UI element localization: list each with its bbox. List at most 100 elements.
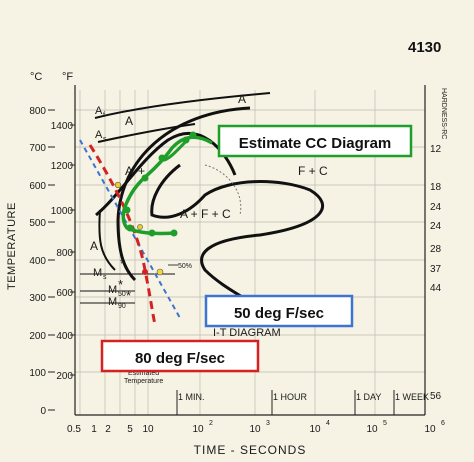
asterisk-marker: *	[118, 277, 123, 292]
fahrenheit-tick-labels: 1400 1200 1000 800 600 400 200	[51, 121, 74, 382]
f-tick: 1400	[51, 121, 74, 132]
as-label: A	[95, 129, 103, 141]
x-tick: 10	[366, 424, 378, 435]
time-tick-exponents: 2 3 4 5 6	[209, 420, 445, 427]
green-point	[182, 136, 190, 144]
c-tick: 600	[29, 181, 46, 192]
hardness-tick: 18	[430, 182, 442, 193]
x-tick: 10	[309, 424, 321, 435]
m50-sub: 50	[118, 291, 126, 298]
plus-label: +	[138, 164, 145, 178]
transformation-finish-curve	[150, 163, 324, 307]
f-tick: 800	[56, 248, 73, 259]
x-tick: 1	[91, 424, 97, 435]
asterisk-marker: *	[120, 256, 125, 271]
x-tick-exponent: 5	[383, 420, 387, 427]
hardness-axis-label: HARDNESS-RC	[440, 88, 447, 139]
c-tick: 300	[29, 293, 46, 304]
yellow-point	[137, 224, 143, 230]
time-marker-lines	[176, 390, 395, 415]
hardness-tick: 56	[430, 391, 442, 402]
green-point	[141, 174, 149, 182]
rate-80-callout-text: 80 deg F/sec	[135, 350, 225, 367]
austenite-top-label: A	[238, 92, 246, 106]
f-tick: 400	[56, 331, 73, 342]
f-tick: 200	[56, 371, 73, 382]
austenite-left-label: A	[90, 239, 98, 253]
time-marker-min: 1 MIN.	[178, 392, 205, 402]
cc-diagram-callout-box	[217, 124, 413, 158]
rate-50-callout-box	[204, 294, 354, 328]
green-point	[123, 206, 131, 214]
red-point	[142, 269, 148, 275]
yellow-point	[114, 181, 122, 189]
ae-line	[94, 92, 271, 119]
it-diagram-label: I-T DIAGRAM	[213, 327, 281, 339]
austenite-inner-label: A	[125, 114, 133, 128]
green-point	[148, 229, 156, 237]
hardness-tick: 24	[430, 221, 442, 232]
c-tick: 700	[29, 143, 46, 154]
hardness-tick: 44	[430, 283, 442, 294]
hardness-tick: 37	[430, 264, 442, 275]
m90-sub: 90	[118, 303, 126, 310]
x-tick: 10	[424, 424, 436, 435]
x-tick: 2	[105, 424, 111, 435]
green-cc-points	[123, 131, 197, 237]
estimated-temp-label-1: Estimated	[128, 370, 159, 377]
c-tick: 500	[29, 218, 46, 229]
austenite-ferrite-carbide-label: A + F + C	[180, 207, 231, 221]
fifty-percent-label: 50%	[178, 263, 192, 270]
green-point	[170, 229, 178, 237]
cc-diagram-callout-text: Estimate CC Diagram	[239, 135, 392, 152]
m90-label: M	[108, 296, 117, 308]
estimated-temp-label-2: Temperature	[124, 378, 163, 385]
c-tick: 400	[29, 256, 46, 267]
c-tick: 0	[40, 406, 46, 417]
hardness-tick: 12	[430, 144, 442, 155]
pearlite-dotted-curve	[204, 164, 242, 216]
c-tick: 800	[29, 106, 46, 117]
af-sub: f	[103, 112, 105, 119]
austenite-boundary	[98, 209, 116, 271]
rate-50-callout-text: 50 deg F/sec	[234, 305, 324, 322]
ms-sub: s	[103, 274, 107, 281]
austenite-mid-label: A	[125, 164, 133, 178]
time-marker-day: 1 DAY	[356, 392, 381, 402]
fahrenheit-unit-label: °F	[62, 71, 73, 83]
x-tick-exponent: 6	[441, 420, 445, 427]
time-tick-labels: 0.5 1 2 5 10 10 10 10 10 10	[67, 424, 436, 435]
time-marker-hour: 1 HOUR	[273, 392, 308, 402]
as-sub: s	[103, 136, 107, 143]
transformation-start-curve	[116, 106, 251, 282]
af-label: A	[95, 105, 103, 117]
x-axis-label: TIME - SECONDS	[194, 443, 307, 457]
celsius-tick-labels: 800 700 600 500 400 300 200 100 0	[29, 106, 46, 417]
yellow-point	[156, 268, 164, 276]
x-tick: 0.5	[67, 424, 81, 435]
x-tick: 10	[142, 424, 154, 435]
x-tick-exponent: 2	[209, 420, 213, 427]
steel-grade-title: 4130	[408, 39, 441, 56]
ms-label: M	[93, 267, 102, 279]
ferrite-start-curve	[95, 132, 237, 217]
x-tick: 5	[127, 424, 133, 435]
asterisk-marker: *	[126, 288, 131, 303]
cooling-line-80	[88, 144, 157, 326]
f-tick: 1200	[51, 161, 74, 172]
f-tick: 1000	[51, 206, 74, 217]
green-point	[126, 224, 134, 232]
c-tick: 100	[29, 368, 46, 379]
time-marker-week: 1 WEEK	[395, 392, 429, 402]
x-tick: 10	[249, 424, 261, 435]
x-tick-exponent: 4	[326, 420, 330, 427]
time-marker-labels: 1 MIN. 1 HOUR 1 DAY 1 WEEK	[178, 392, 429, 402]
curve-labels: A f A s A A A + F + C A + F + C A M s M …	[90, 92, 328, 385]
ferrite-carbide-label: F + C	[298, 164, 328, 178]
f-tick: 600	[56, 288, 73, 299]
as-line	[97, 123, 196, 143]
y-axis-label: TEMPERATURE	[6, 202, 18, 290]
left-axis-ticks	[48, 109, 75, 411]
